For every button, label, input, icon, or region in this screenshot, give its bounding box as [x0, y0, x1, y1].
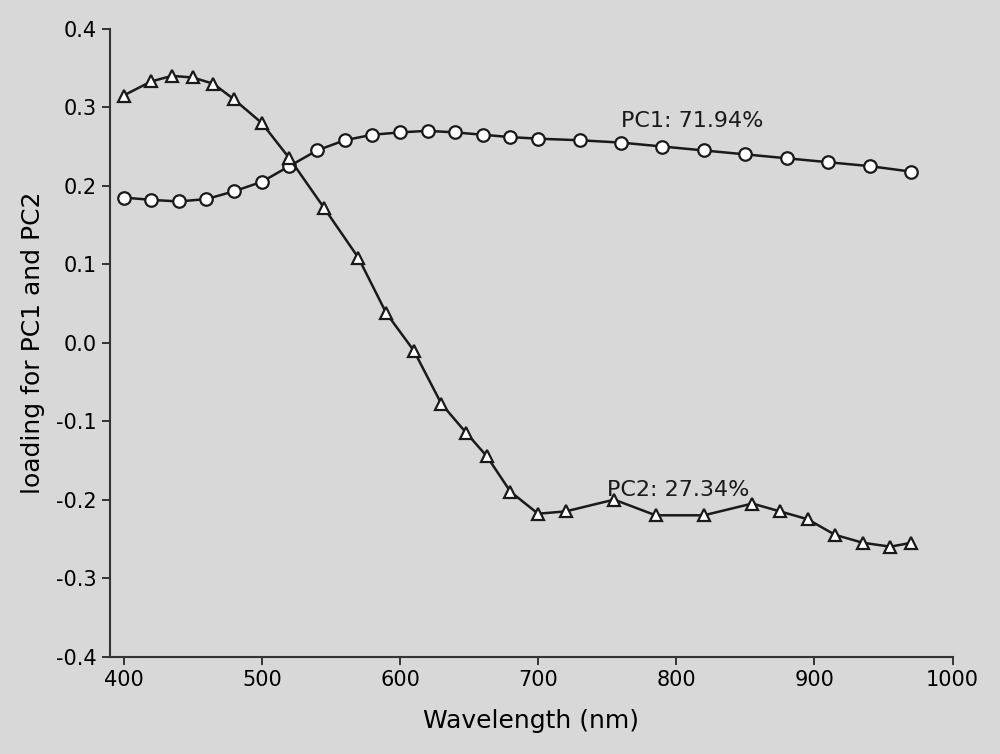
- PC1: 71.94%: (790, 0.25): 71.94%: (790, 0.25): [656, 142, 668, 151]
- PC1: 71.94%: (480, 0.193): 71.94%: (480, 0.193): [228, 187, 240, 196]
- Text: PC2: 27.34%: PC2: 27.34%: [607, 480, 750, 500]
- PC1: 71.94%: (460, 0.183): 71.94%: (460, 0.183): [200, 195, 212, 204]
- PC2: 27.34%: (785, -0.22): 27.34%: (785, -0.22): [650, 510, 662, 520]
- PC1: 71.94%: (600, 0.268): 71.94%: (600, 0.268): [394, 128, 406, 137]
- PC1: 71.94%: (680, 0.262): 71.94%: (680, 0.262): [504, 133, 516, 142]
- PC1: 71.94%: (760, 0.255): 71.94%: (760, 0.255): [615, 138, 627, 147]
- PC2: 27.34%: (570, 0.108): 27.34%: (570, 0.108): [352, 253, 364, 262]
- PC1: 71.94%: (580, 0.265): 71.94%: (580, 0.265): [366, 130, 378, 139]
- PC1: 71.94%: (400, 0.185): 71.94%: (400, 0.185): [118, 193, 130, 202]
- Text: PC1: 71.94%: PC1: 71.94%: [621, 111, 763, 131]
- PC2: 27.34%: (630, -0.078): 27.34%: (630, -0.078): [435, 400, 447, 409]
- PC1: 71.94%: (880, 0.235): 71.94%: (880, 0.235): [781, 154, 793, 163]
- PC1: 71.94%: (440, 0.18): 71.94%: (440, 0.18): [173, 197, 185, 206]
- PC2: 27.34%: (610, -0.01): 27.34%: (610, -0.01): [408, 346, 420, 355]
- PC1: 71.94%: (640, 0.268): 71.94%: (640, 0.268): [449, 128, 461, 137]
- Line: PC2: 27.34%: PC2: 27.34%: [117, 69, 917, 553]
- PC1: 71.94%: (520, 0.225): 71.94%: (520, 0.225): [283, 161, 295, 170]
- PC1: 71.94%: (560, 0.258): 71.94%: (560, 0.258): [339, 136, 351, 145]
- PC2: 27.34%: (420, 0.333): 27.34%: (420, 0.333): [145, 77, 157, 86]
- PC2: 27.34%: (520, 0.235): 27.34%: (520, 0.235): [283, 154, 295, 163]
- PC2: 27.34%: (435, 0.34): 27.34%: (435, 0.34): [166, 72, 178, 81]
- PC2: 27.34%: (680, -0.19): 27.34%: (680, -0.19): [504, 487, 516, 496]
- PC2: 27.34%: (465, 0.33): 27.34%: (465, 0.33): [207, 79, 219, 88]
- PC2: 27.34%: (955, -0.26): 27.34%: (955, -0.26): [884, 542, 896, 551]
- PC2: 27.34%: (480, 0.31): 27.34%: (480, 0.31): [228, 95, 240, 104]
- PC1: 71.94%: (940, 0.225): 71.94%: (940, 0.225): [864, 161, 876, 170]
- PC2: 27.34%: (663, -0.145): 27.34%: (663, -0.145): [481, 452, 493, 461]
- PC2: 27.34%: (545, 0.172): 27.34%: (545, 0.172): [318, 203, 330, 212]
- Line: PC1: 71.94%: PC1: 71.94%: [117, 124, 917, 207]
- PC2: 27.34%: (720, -0.215): 27.34%: (720, -0.215): [560, 507, 572, 516]
- PC1: 71.94%: (820, 0.245): 71.94%: (820, 0.245): [698, 146, 710, 155]
- PC1: 71.94%: (700, 0.26): 71.94%: (700, 0.26): [532, 134, 544, 143]
- PC2: 27.34%: (590, 0.038): 27.34%: (590, 0.038): [380, 308, 392, 317]
- PC1: 71.94%: (910, 0.23): 71.94%: (910, 0.23): [822, 158, 834, 167]
- PC2: 27.34%: (400, 0.315): 27.34%: (400, 0.315): [118, 91, 130, 100]
- PC1: 71.94%: (730, 0.258): 71.94%: (730, 0.258): [574, 136, 586, 145]
- PC2: 27.34%: (450, 0.338): 27.34%: (450, 0.338): [187, 73, 199, 82]
- PC1: 71.94%: (660, 0.265): 71.94%: (660, 0.265): [477, 130, 489, 139]
- PC1: 71.94%: (540, 0.245): 71.94%: (540, 0.245): [311, 146, 323, 155]
- X-axis label: Wavelength (nm): Wavelength (nm): [423, 710, 639, 733]
- PC2: 27.34%: (935, -0.255): 27.34%: (935, -0.255): [857, 538, 869, 547]
- PC2: 27.34%: (895, -0.225): 27.34%: (895, -0.225): [802, 515, 814, 524]
- PC2: 27.34%: (755, -0.2): 27.34%: (755, -0.2): [608, 495, 620, 504]
- PC2: 27.34%: (970, -0.255): 27.34%: (970, -0.255): [905, 538, 917, 547]
- PC2: 27.34%: (648, -0.115): 27.34%: (648, -0.115): [460, 428, 472, 437]
- PC2: 27.34%: (820, -0.22): 27.34%: (820, -0.22): [698, 510, 710, 520]
- PC2: 27.34%: (875, -0.215): 27.34%: (875, -0.215): [774, 507, 786, 516]
- PC1: 71.94%: (970, 0.218): 71.94%: (970, 0.218): [905, 167, 917, 176]
- PC2: 27.34%: (915, -0.245): 27.34%: (915, -0.245): [829, 530, 841, 539]
- PC2: 27.34%: (500, 0.28): 27.34%: (500, 0.28): [256, 118, 268, 127]
- Y-axis label: loading for PC1 and PC2: loading for PC1 and PC2: [21, 192, 45, 494]
- PC1: 71.94%: (500, 0.205): 71.94%: (500, 0.205): [256, 177, 268, 186]
- PC2: 27.34%: (700, -0.218): 27.34%: (700, -0.218): [532, 509, 544, 518]
- PC1: 71.94%: (620, 0.27): 71.94%: (620, 0.27): [422, 127, 434, 136]
- PC2: 27.34%: (855, -0.205): 27.34%: (855, -0.205): [746, 499, 758, 508]
- PC1: 71.94%: (420, 0.182): 71.94%: (420, 0.182): [145, 195, 157, 204]
- PC1: 71.94%: (850, 0.24): 71.94%: (850, 0.24): [739, 150, 751, 159]
